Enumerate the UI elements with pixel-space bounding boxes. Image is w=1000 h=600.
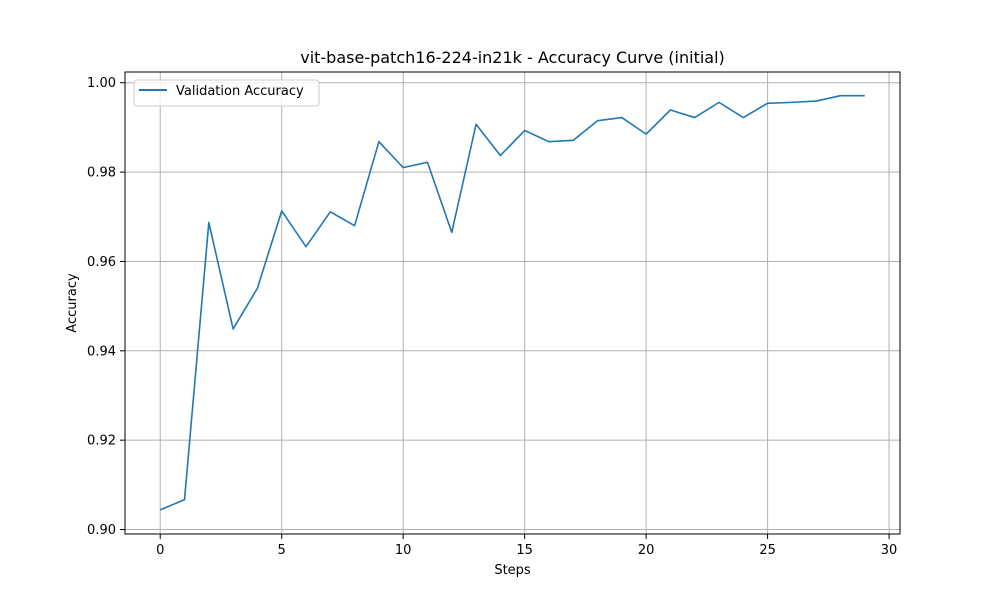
y-tick-label: 0.90 bbox=[87, 523, 116, 538]
y-tick-label: 0.92 bbox=[87, 434, 116, 449]
series-line-validation-accuracy bbox=[159, 94, 865, 511]
x-tick-label: 30 bbox=[881, 543, 898, 558]
x-tick-label: 0 bbox=[156, 543, 164, 558]
x-tick-label: 25 bbox=[759, 543, 776, 558]
y-axis-label: Accuracy bbox=[65, 273, 80, 333]
grid-layer bbox=[125, 72, 900, 534]
x-tick-label: 15 bbox=[516, 543, 533, 558]
x-axis-label: Steps bbox=[494, 563, 531, 578]
plot-frame bbox=[124, 71, 901, 535]
x-tick-label: 5 bbox=[278, 543, 286, 558]
legend: Validation Accuracy bbox=[133, 79, 320, 107]
y-tick-label: 0.94 bbox=[87, 344, 116, 359]
chart-title: vit-base-patch16-224-in21k - Accuracy Cu… bbox=[300, 48, 725, 67]
x-tick-label: 20 bbox=[638, 543, 655, 558]
y-tick-label: 0.96 bbox=[87, 255, 116, 270]
y-tick-label: 0.98 bbox=[87, 166, 116, 181]
y-tick-label: 1.00 bbox=[87, 76, 116, 91]
x-tick-label: 10 bbox=[395, 543, 412, 558]
series-layer bbox=[159, 94, 865, 511]
legend-label-validation-accuracy: Validation Accuracy bbox=[176, 84, 304, 99]
tick-layer: 0 5 10 15 20 25 30 0.90 0.92 0.94 0.96 0.98 1.00 bbox=[87, 76, 897, 558]
legend-box bbox=[133, 79, 320, 107]
